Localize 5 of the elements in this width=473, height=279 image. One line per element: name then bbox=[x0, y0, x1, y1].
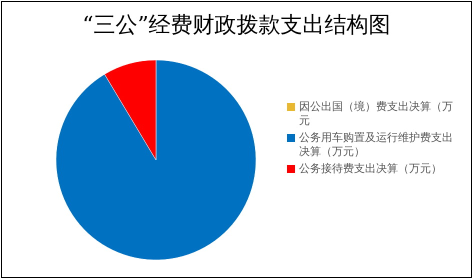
legend-label: 公务接待费支出决算（万元） bbox=[299, 162, 442, 175]
legend-label: 公务用车购置及运行维护费支出决算（万元） bbox=[299, 131, 453, 158]
chart-title: “三公”经费财政拨款支出结构图 bbox=[81, 12, 392, 40]
pie-slice bbox=[56, 60, 256, 260]
legend-label: 因公出国（境）费支出决算（万元 bbox=[299, 100, 453, 127]
